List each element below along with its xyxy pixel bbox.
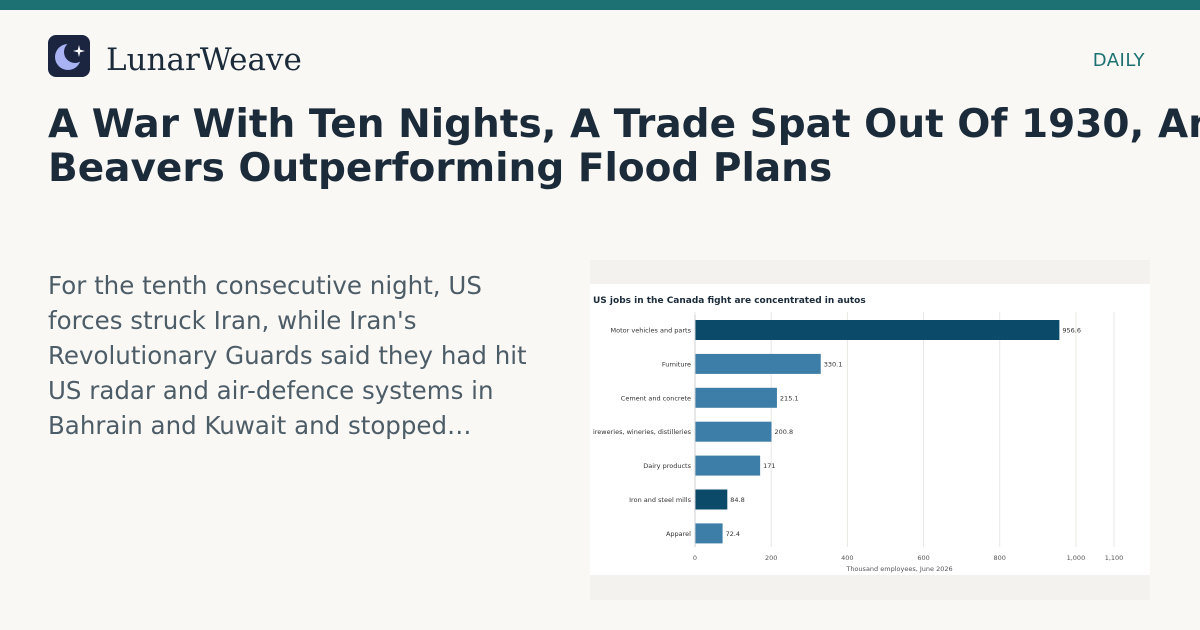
headline: A War With Ten Nights, A Trade Spat Out … <box>48 103 1200 191</box>
top-accent-bar <box>0 0 1200 10</box>
data-label: 84.8 <box>730 496 744 504</box>
bar <box>695 320 1060 340</box>
data-label: 215.1 <box>780 394 799 402</box>
chart-card: US jobs in the Canada fight are concentr… <box>590 260 1150 600</box>
data-label: 72.4 <box>726 530 740 538</box>
data-label: 956.6 <box>1062 327 1081 335</box>
category-label: Dairy products <box>643 462 691 470</box>
data-label: 330.1 <box>824 360 843 368</box>
data-label: 171 <box>763 462 775 470</box>
brand-name[interactable]: LunarWeave <box>106 42 302 78</box>
category-label: ireweries, wineries, distilleries <box>593 428 692 436</box>
crescent-moon-icon[interactable] <box>48 35 90 77</box>
bar <box>695 387 777 408</box>
bar <box>695 523 723 544</box>
category-label: Iron and steel mills <box>629 496 691 504</box>
chart-title: US jobs in the Canada fight are concentr… <box>593 296 866 306</box>
x-tick-label: 600 <box>917 554 929 562</box>
x-tick-label: 800 <box>994 554 1006 562</box>
bar <box>695 353 821 374</box>
x-tick-label: 200 <box>765 554 777 562</box>
x-tick-label: 0 <box>693 554 697 562</box>
category-label: Cement and concrete <box>621 394 691 402</box>
article-summary: For the tenth consecutive night, US forc… <box>48 271 527 440</box>
category-label: Apparel <box>666 530 691 538</box>
bar <box>695 455 761 476</box>
headline-line-1: A War With Ten Nights, A Trade Spat Out … <box>48 102 1200 147</box>
bar <box>695 421 772 442</box>
category-label: Furniture <box>662 360 691 368</box>
bar-chart: US jobs in the Canada fight are concentr… <box>590 284 1150 575</box>
x-tick-label: 1,100 <box>1105 554 1124 562</box>
section-label[interactable]: DAILY <box>1092 50 1145 71</box>
x-tick-label: 1,000 <box>1067 554 1086 562</box>
bar <box>695 489 728 510</box>
data-label: 200.8 <box>774 428 793 436</box>
x-tick-label: 400 <box>841 554 853 562</box>
x-axis-label: Thousand employees, June 2026 <box>845 565 952 573</box>
headline-line-2: Beavers Outperforming Flood Plans <box>48 146 833 191</box>
category-label: Motor vehicles and parts <box>611 327 692 335</box>
